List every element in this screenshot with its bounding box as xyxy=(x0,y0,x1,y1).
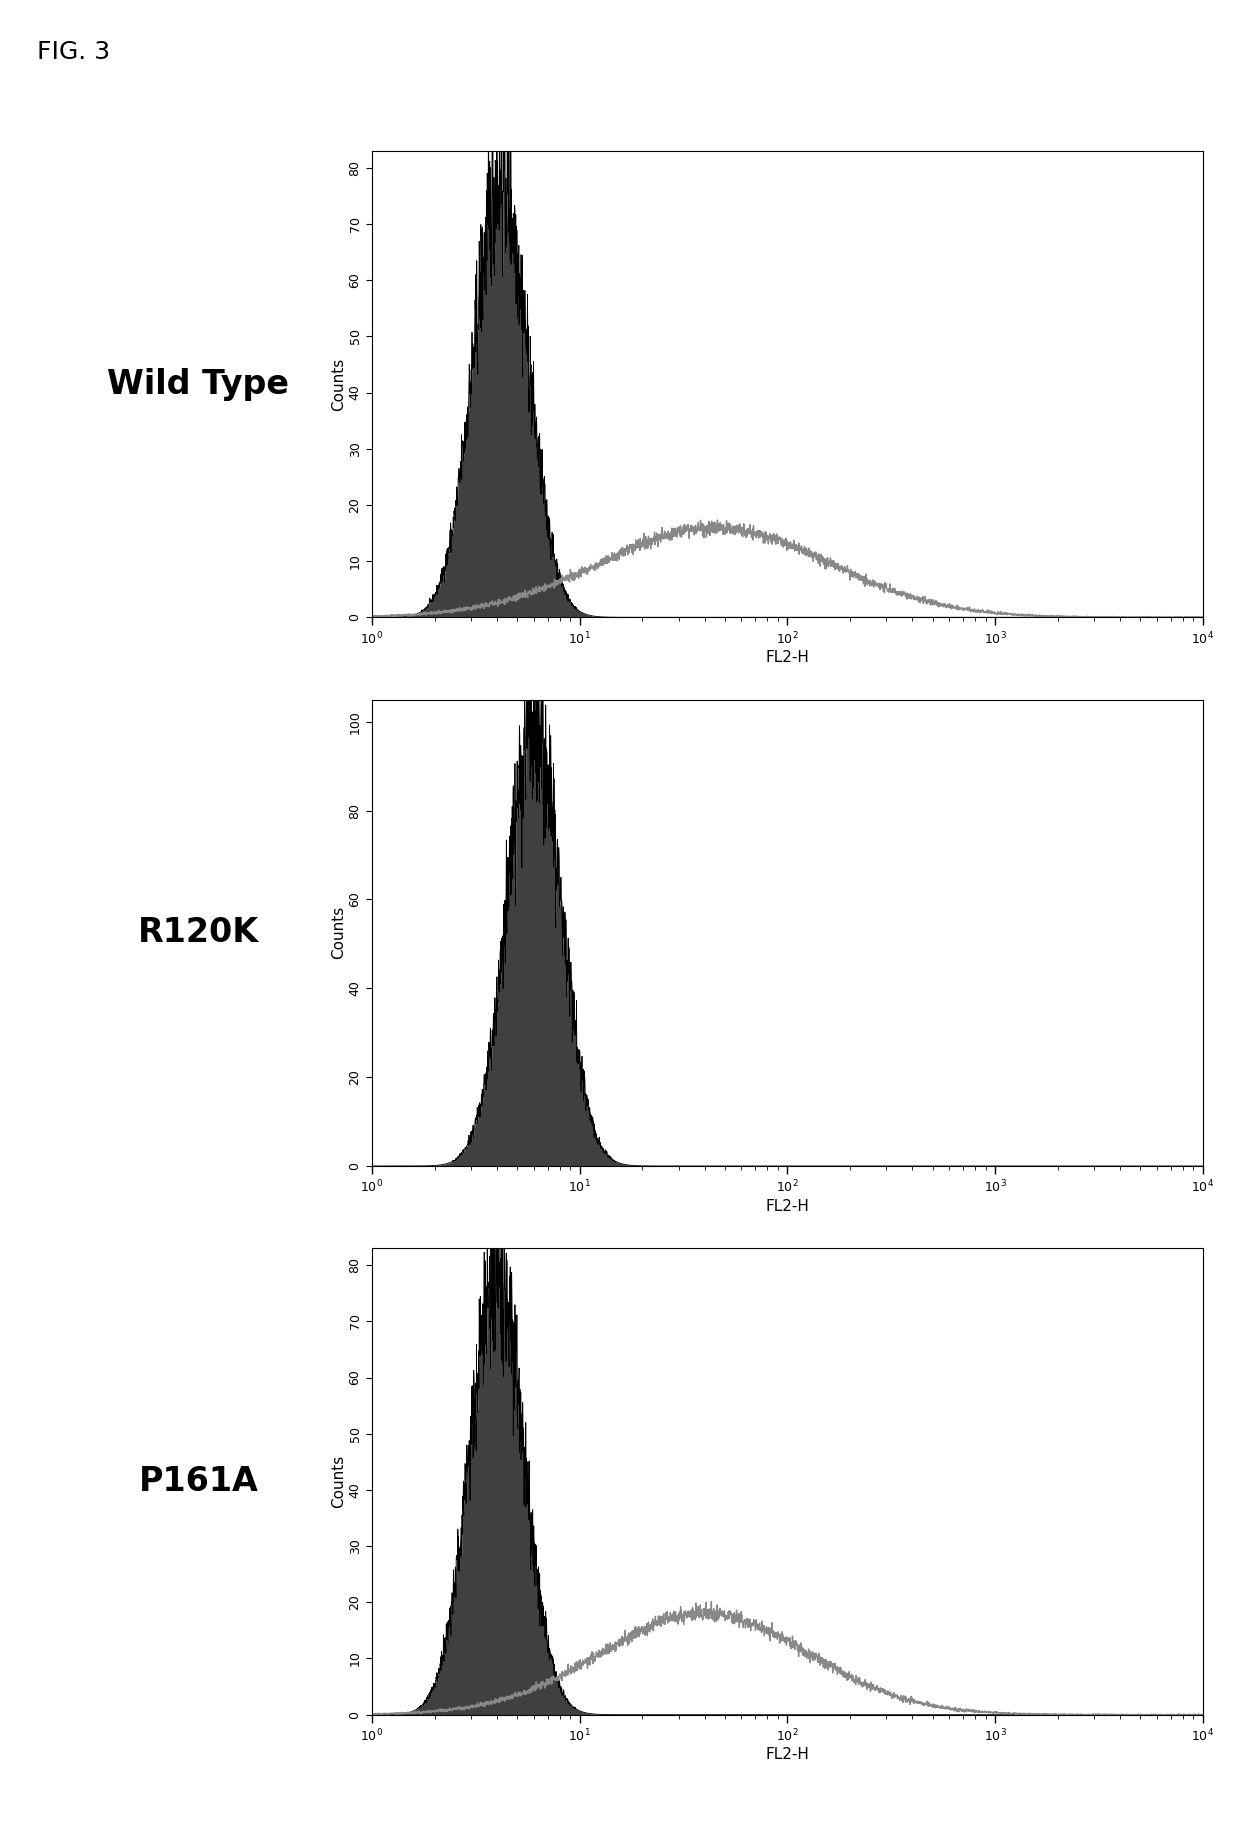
X-axis label: FL2-H: FL2-H xyxy=(765,1747,810,1763)
Text: Wild Type: Wild Type xyxy=(108,368,289,401)
Text: P161A: P161A xyxy=(139,1465,258,1498)
Text: R120K: R120K xyxy=(138,916,259,949)
X-axis label: FL2-H: FL2-H xyxy=(765,1198,810,1214)
Y-axis label: Counts: Counts xyxy=(331,357,346,412)
Y-axis label: Counts: Counts xyxy=(331,1454,346,1509)
Text: FIG. 3: FIG. 3 xyxy=(37,40,110,64)
Y-axis label: Counts: Counts xyxy=(331,905,346,960)
X-axis label: FL2-H: FL2-H xyxy=(765,649,810,666)
